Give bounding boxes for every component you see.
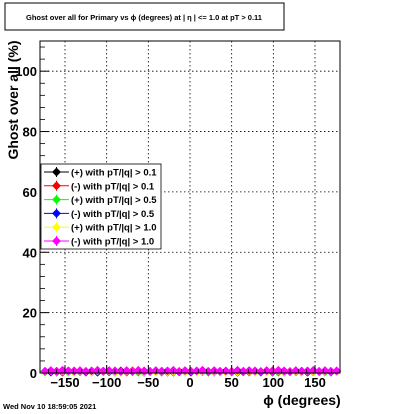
legend-marker <box>51 236 62 246</box>
x-tick-label: 50 <box>224 375 238 390</box>
data-point-5 <box>180 366 190 376</box>
title-box: Ghost over all for Primary vs ϕ (degrees… <box>4 2 285 31</box>
legend: (+) with pT/|q| > 0.1 (-) with pT/|q| > 0… <box>40 163 162 250</box>
legend-entry: (-) with pT/|q| > 0.5 <box>44 208 155 220</box>
data-point-5 <box>197 365 208 375</box>
grid-lines <box>40 41 340 374</box>
legend-marker <box>51 222 62 232</box>
title-box-frame <box>4 2 285 31</box>
legend-label: (+) with pT/|q| > 1.0 <box>71 223 157 234</box>
legend-entry: (+) with pT/|q| > 0.1 <box>44 167 157 179</box>
data-point-5 <box>92 365 103 375</box>
legend-label: (-) with pT/|q| > 0.1 <box>71 181 155 192</box>
legend-label: (-) with pT/|q| > 0.5 <box>71 209 155 220</box>
y-tick-labels: 0 20 40 60 80 100 <box>15 64 37 381</box>
y-tick-label: 60 <box>23 185 37 200</box>
data-point-5 <box>273 365 283 375</box>
x-tick-label: −50 <box>137 375 159 390</box>
chart-title: Ghost over all for Primary vs ϕ (degrees… <box>26 13 262 22</box>
legend-entry: (+) with pT/|q| > 1.0 <box>44 222 157 234</box>
legend-label: (-) with pT/|q| > 1.0 <box>71 237 154 248</box>
x-tick-label: 100 <box>262 375 284 390</box>
y-tick-label: 100 <box>15 64 37 79</box>
y-tick-label: 0 <box>30 366 37 381</box>
y-tick-label: 40 <box>23 245 37 260</box>
x-tick-label: −100 <box>92 375 121 390</box>
data-point-5 <box>133 365 143 375</box>
legend-entry: (-) with pT/|q| > 0.1 <box>44 180 155 192</box>
legend-label: (+) with pT/|q| > 0.1 <box>71 168 157 179</box>
timestamp: Wed Nov 10 18:59:05 2021 <box>3 402 96 411</box>
y-tick-label: 80 <box>23 125 37 140</box>
x-tick-labels: −150 −100 −50 0 50 100 150 <box>50 375 326 390</box>
y-tick-label: 20 <box>23 306 37 321</box>
legend-frame <box>40 163 162 250</box>
x-tick-label: 0 <box>186 375 193 390</box>
x-tick-label: −150 <box>50 375 79 390</box>
data-markers <box>40 365 342 377</box>
y-axis-label: Ghost over all (%) <box>5 40 21 159</box>
legend-marker <box>51 181 62 191</box>
legend-entry: (-) with pT/|q| > 1.0 <box>44 236 154 248</box>
legend-marker <box>51 208 62 218</box>
legend-marker <box>51 167 62 177</box>
legend-label: (+) with pT/|q| > 0.5 <box>71 195 157 206</box>
data-point-5 <box>232 365 243 375</box>
x-tick-label: 150 <box>304 375 326 390</box>
legend-marker <box>51 195 62 205</box>
legend-entry: (+) with pT/|q| > 0.5 <box>44 194 157 206</box>
x-axis-label: ϕ (degrees) <box>263 392 340 408</box>
